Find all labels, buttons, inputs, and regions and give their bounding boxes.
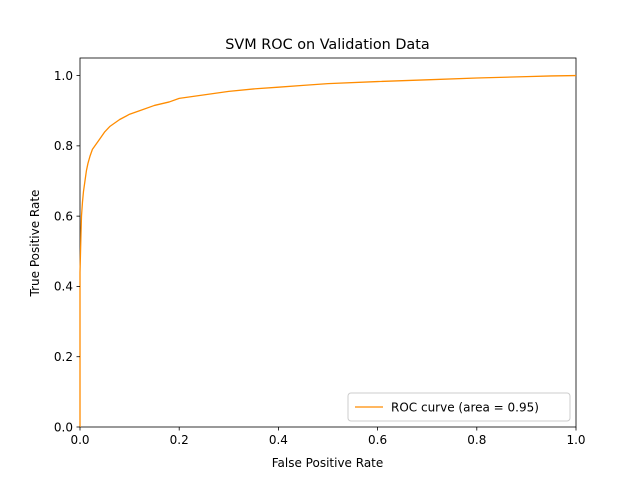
y-tick-label: 0.6 xyxy=(54,209,73,223)
y-tick-label: 0.2 xyxy=(54,350,73,364)
axis-ticks: 0.0 0.2 0.4 0.6 0.8 1.0 0.0 0.2 0.4 0.6 0.8 1.0 xyxy=(54,69,586,447)
legend-label: ROC curve (area = 0.95) xyxy=(391,400,539,414)
axes-frame xyxy=(79,57,577,428)
legend: ROC curve (area = 0.95) xyxy=(347,392,571,422)
x-tick-label: 0.0 xyxy=(70,433,89,447)
x-tick-label: 0.6 xyxy=(368,433,387,447)
x-tick-label: 0.8 xyxy=(467,433,486,447)
x-tick-label: 0.4 xyxy=(269,433,288,447)
chart-title: SVM ROC on Validation Data xyxy=(225,37,429,53)
plot-area xyxy=(79,74,577,427)
legend-box xyxy=(347,392,571,422)
y-axis-label: True Positive Rate xyxy=(28,190,42,298)
y-tick-label: 1.0 xyxy=(54,69,73,83)
y-tick-label: 0.4 xyxy=(54,280,73,294)
plot-axes xyxy=(79,57,577,428)
x-axis-label: False Positive Rate xyxy=(272,456,384,470)
y-tick-label: 0.8 xyxy=(54,139,73,153)
y-tick-label: 0.0 xyxy=(54,420,73,434)
x-tick-label: 1.0 xyxy=(566,433,585,447)
x-tick-label: 0.2 xyxy=(170,433,189,447)
roc-curve-line xyxy=(79,74,577,427)
